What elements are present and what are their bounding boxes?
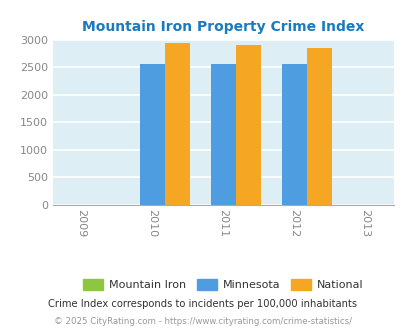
Text: © 2025 CityRating.com - https://www.cityrating.com/crime-statistics/: © 2025 CityRating.com - https://www.city… xyxy=(54,317,351,326)
Bar xyxy=(281,64,306,205)
Bar xyxy=(139,64,164,205)
Bar xyxy=(210,64,235,205)
Bar xyxy=(164,44,189,205)
Bar xyxy=(306,48,331,205)
Title: Mountain Iron Property Crime Index: Mountain Iron Property Crime Index xyxy=(82,20,364,34)
Text: Crime Index corresponds to incidents per 100,000 inhabitants: Crime Index corresponds to incidents per… xyxy=(48,299,357,309)
Bar xyxy=(235,45,260,205)
Legend: Mountain Iron, Minnesota, National: Mountain Iron, Minnesota, National xyxy=(79,275,367,295)
